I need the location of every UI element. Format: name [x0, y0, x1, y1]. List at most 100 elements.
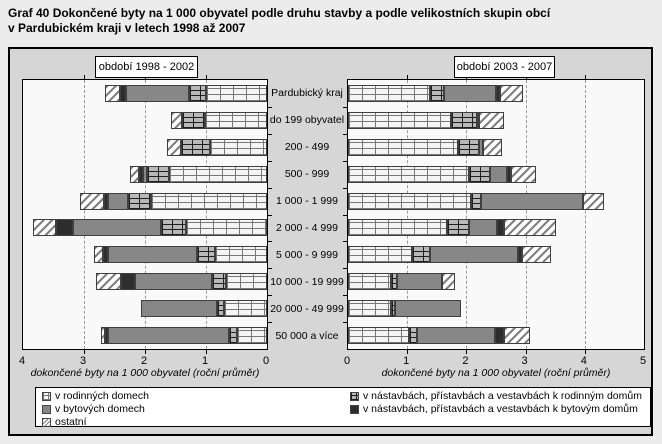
- bar-segment-family-ext: [181, 138, 210, 156]
- category-tick: [343, 214, 347, 216]
- bar-segment-family-houses: [186, 219, 267, 237]
- bar-segment-family-ext: [411, 246, 431, 264]
- axis-tick: [84, 75, 85, 79]
- bar: [80, 192, 267, 210]
- bar: [348, 246, 552, 264]
- bar: [348, 165, 536, 183]
- bar: [105, 84, 267, 102]
- bar: [348, 219, 556, 237]
- bar-segment-other: [482, 138, 503, 156]
- category-tick: [268, 133, 272, 135]
- plot-area-1998-2002: [22, 75, 272, 354]
- bar-segment-other: [32, 219, 56, 237]
- bar: [348, 300, 462, 318]
- bar-segment-family-houses: [348, 138, 458, 156]
- bar: [348, 111, 505, 129]
- bar-segment-apartment: [126, 84, 189, 102]
- bar-segment-other: [129, 165, 139, 183]
- bar-segment-apartment-ext: [495, 327, 504, 345]
- legend-item: v nástavbách, přístavbách a vestavbách k…: [350, 390, 642, 402]
- bar-segment-family-houses: [205, 111, 267, 129]
- x-tick-label: 0: [262, 355, 270, 367]
- legend-swatch-other: [42, 417, 51, 427]
- bar-segment-apartment-ext: [55, 219, 74, 237]
- bar-segment-apartment: [490, 165, 507, 183]
- category-tick: [268, 268, 272, 270]
- legend-label: ostatní: [55, 416, 87, 428]
- axis-tick: [206, 75, 207, 79]
- category-label: do 199 obyvatel: [269, 113, 345, 126]
- bar-segment-other: [479, 111, 505, 129]
- legend-label: v rodinných domech: [55, 390, 149, 402]
- legend-column-right: v nástavbách, přístavbách a vestavbách k…: [350, 390, 642, 416]
- bar-segment-family-houses: [224, 300, 267, 318]
- gridline: [466, 80, 468, 349]
- bar-segment-apartment: [480, 192, 583, 210]
- bar-segment-family-houses: [348, 246, 412, 264]
- category-tick: [343, 160, 347, 162]
- axis-tick: [206, 350, 207, 354]
- x-tick-label: 3: [79, 355, 87, 367]
- legend-item: v nástavbách, přístavbách a vestavbách k…: [350, 403, 642, 415]
- bar: [348, 273, 455, 291]
- bar-segment-other: [167, 138, 182, 156]
- legend-item: v rodinných domech: [42, 390, 149, 402]
- category-tick: [343, 268, 347, 270]
- bar-segment-apartment: [141, 300, 217, 318]
- bar-segment-family-houses: [348, 300, 392, 318]
- x-axis-labels-right: 0 1 2 3 4 5: [344, 355, 646, 367]
- category-tick: [268, 322, 272, 324]
- bar-segment-family-houses: [348, 273, 391, 291]
- bar-segment-apartment: [444, 84, 496, 102]
- legend-swatch-apartment-ext: [350, 404, 359, 414]
- category-tick: [343, 322, 347, 324]
- category-label: 50 000 a více: [275, 330, 339, 343]
- category-label: 200 - 499: [284, 140, 330, 153]
- bar: [141, 300, 267, 318]
- bar: [348, 84, 523, 102]
- category-label: 10 000 - 19 999: [270, 276, 344, 289]
- axis-tick: [584, 350, 586, 354]
- bar-segment-family-ext: [161, 219, 187, 237]
- bar-segment-other: [583, 192, 605, 210]
- bar-segment-other: [171, 111, 182, 129]
- bar-segment-other: [80, 192, 104, 210]
- category-label: 5 000 - 9 999: [276, 249, 338, 262]
- bar-segment-family-houses: [214, 246, 267, 264]
- bar-segment-apartment-ext: [120, 84, 127, 102]
- axis-tick: [466, 350, 468, 354]
- bar-segment-family-houses: [348, 165, 470, 183]
- legend-swatch-family-houses: [42, 391, 51, 401]
- bar-segment-apartment: [395, 300, 462, 318]
- bar-segment-other: [105, 84, 120, 102]
- plot-area-2003-2007: [343, 75, 645, 354]
- bar: [167, 138, 267, 156]
- bar-segment-other: [96, 273, 121, 291]
- category-tick: [268, 214, 272, 216]
- bar-segment-other: [100, 327, 105, 345]
- bar-segment-family-ext: [127, 192, 152, 210]
- bar-segment-family-ext: [146, 165, 170, 183]
- bar-segment-apartment-ext: [506, 165, 512, 183]
- bar-segment-family-houses: [348, 327, 409, 345]
- gridline: [206, 80, 207, 349]
- chart-title-line2: v Pardubickém kraji v letech 1998 až 200…: [8, 21, 246, 35]
- chart-title: Graf 40 Dokončené byty na 1 000 obyvatel…: [8, 6, 658, 36]
- bar-segment-family-ext: [469, 165, 491, 183]
- legend-label: v nástavbách, přístavbách a vestavbách k…: [363, 390, 642, 402]
- legend-label: v nástavbách, přístavbách a vestavbách k…: [363, 403, 638, 415]
- category-label: Pardubický kraj: [271, 86, 343, 99]
- bar: [93, 246, 267, 264]
- bar-segment-family-ext: [470, 192, 481, 210]
- bar-segment-family-ext: [212, 273, 227, 291]
- x-tick-label: 2: [140, 355, 148, 367]
- bar-segment-family-ext: [217, 300, 225, 318]
- legend: v rodinných domech v bytových domech ostat…: [35, 387, 651, 428]
- gridline: [145, 80, 146, 349]
- x-tick-label: 2: [462, 355, 469, 367]
- axis-tick: [84, 350, 85, 354]
- category-tick: [268, 160, 272, 162]
- gridline: [584, 80, 586, 349]
- axis-tick: [145, 350, 146, 354]
- bar-segment-apartment-ext: [496, 219, 505, 237]
